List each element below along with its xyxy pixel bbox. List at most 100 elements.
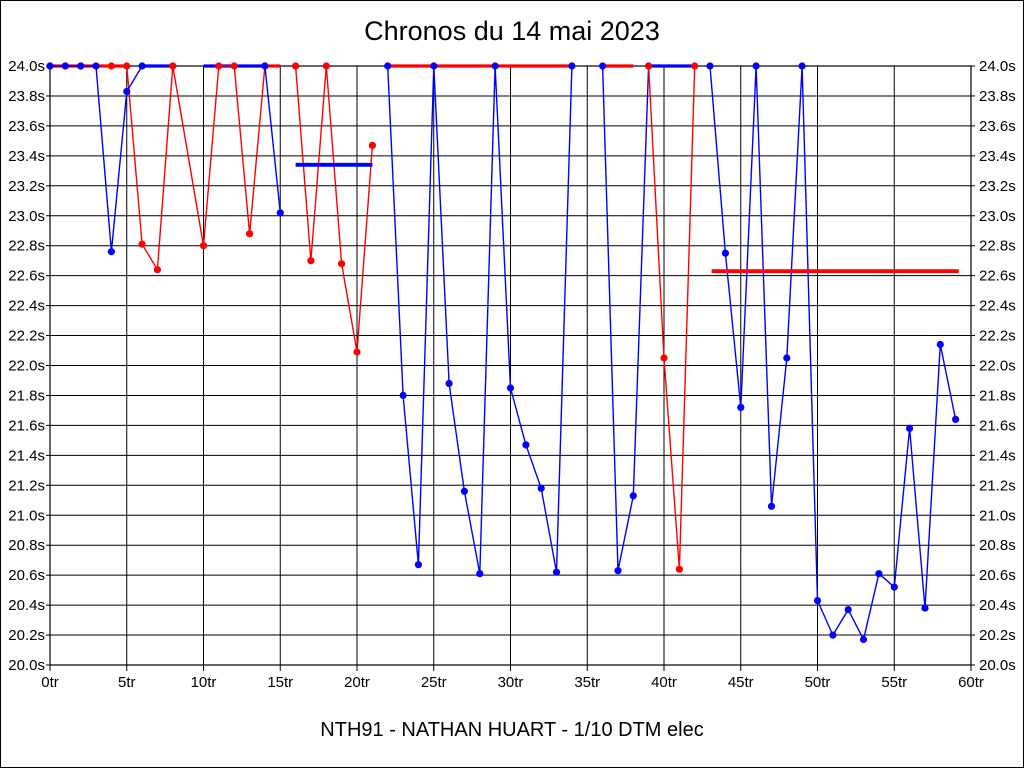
y-axis-label-right: 22.6s [979,268,1016,285]
blue-laps-22-34-marker [430,62,438,70]
blue-laps-0-6-marker [61,62,69,70]
blue-laps-36-39-marker [629,492,637,500]
y-axis-label-left: 21.2s [8,477,45,494]
y-axis-label-right: 21.8s [979,387,1016,404]
y-axis-label-left: 20.2s [8,627,45,644]
red-laps-8-14-marker [169,62,177,70]
blue-laps-43-59-marker [783,354,791,362]
y-axis-label-left: 22.4s [8,298,45,315]
y-axis-label-right: 23.4s [979,148,1016,165]
x-axis-label: 50tr [805,674,831,691]
blue-laps-22-34-marker [399,391,407,399]
y-axis-label-left: 22.0s [8,358,45,375]
blue-laps-36-39-line [601,65,650,572]
blue-laps-0-6-marker [123,87,131,96]
red-laps-39-42-marker [675,565,684,573]
blue-laps-22-34-marker [476,570,484,578]
blue-laps-0-6-marker [107,248,115,256]
blue-laps-43-59-marker [859,635,868,644]
y-axis-label-right: 20.6s [979,567,1016,584]
y-axis-label-right: 21.4s [979,447,1016,464]
blue-laps-22-34-marker [414,561,422,569]
chart-footer: NTH91 - NATHAN HUART - 1/10 DTM elec [320,719,704,741]
y-axis-label-right: 22.4s [979,298,1016,315]
red-laps-16-21-marker [338,260,346,268]
y-axis-label-right: 22.8s [979,238,1016,255]
blue-laps-22-34-marker [445,379,453,388]
y-axis-label-right: 21.0s [979,507,1016,524]
blue-laps-22-34-line [387,65,573,575]
y-axis-label-right: 23.0s [979,208,1016,225]
y-axis-label-left: 23.8s [8,88,45,105]
red-laps-8-14-marker [230,62,238,70]
red-laps-39-42-marker [691,62,699,70]
y-axis-label-right: 22.0s [979,358,1016,375]
y-axis-label-left: 22.6s [8,268,45,285]
red-laps-0-8-marker [138,240,146,248]
x-axis-label: 30tr [498,674,524,691]
blue-laps-0-6-marker [77,62,85,70]
red-laps-16-21-marker [353,348,361,356]
y-axis-label-left: 21.6s [8,417,45,434]
y-axis-label-left: 23.0s [8,208,45,225]
blue-laps-22-34-marker [384,62,392,70]
blue-laps-43-59-marker [829,631,837,639]
blue-laps-43-59-marker [813,597,822,605]
x-axis-label: 40tr [651,674,677,691]
blue-laps-43-59-marker [936,340,944,349]
blue-laps-43-59-marker [875,570,883,578]
y-axis-label-right: 21.6s [979,417,1016,434]
blue-laps-22-34-marker [568,62,576,70]
x-axis-label: 35tr [574,674,600,691]
blue-laps-43-59-marker [798,62,806,70]
y-axis-label-right: 23.6s [979,118,1016,135]
y-axis-label-left: 23.2s [8,178,45,195]
y-axis-label-right: 23.8s [979,88,1016,105]
red-laps-8-14-marker [215,62,223,70]
y-axis-label-left: 21.4s [8,447,45,464]
blue-laps-43-59-line [709,65,957,641]
blue-laps-0-6-marker [46,62,54,70]
y-axis-label-left: 24.0s [8,58,45,75]
blue-laps-36-39-marker [599,62,607,70]
red-laps-0-8-marker [153,266,161,274]
y-axis-label-right: 22.2s [979,328,1016,345]
x-axis-label: 60tr [958,674,984,691]
blue-laps-14-15-line [264,65,281,213]
blue-laps-14-15-marker [276,209,284,217]
y-axis-label-right: 20.4s [979,597,1016,614]
y-axis-label-right: 21.2s [979,477,1016,494]
blue-laps-36-39-marker [614,567,622,575]
x-axis-label: 5tr [118,674,136,691]
x-axis-label: 20tr [344,674,370,691]
blue-laps-0-6-marker [92,62,100,70]
red-laps-39-42-line [647,65,696,570]
y-axis-label-left: 20.8s [8,537,45,554]
blue-laps-22-34-marker [552,568,561,576]
blue-laps-22-34-marker [537,484,545,492]
y-axis-label-right: 20.8s [979,537,1016,554]
red-laps-39-42-marker [645,62,653,70]
chart-title: Chronos du 14 mai 2023 [364,16,660,46]
red-laps-16-21-marker [292,62,300,70]
y-axis-label-right: 20.2s [979,627,1016,644]
red-laps-16-21-line [294,65,374,353]
x-axis-label: 15tr [267,674,293,691]
x-axis-label: 10tr [191,674,217,691]
red-laps-0-8-line [50,65,174,271]
blue-laps-22-34-marker [522,441,530,449]
blue-laps-43-59-marker [767,502,776,510]
y-axis-label-left: 20.4s [8,597,45,614]
y-axis-label-right: 23.2s [979,178,1016,195]
y-axis-label-left: 21.8s [8,387,45,404]
red-laps-8-14-marker [199,242,208,250]
y-axis-label-left: 20.6s [8,567,45,584]
x-axis-label: 0tr [41,674,59,691]
red-laps-16-21-marker [307,257,315,265]
x-axis-label: 55tr [881,674,907,691]
blue-laps-43-59-marker [737,403,745,411]
blue-laps-22-34-marker [460,487,468,495]
blue-laps-22-34-marker [506,384,515,392]
red-laps-16-21-marker [322,62,330,70]
